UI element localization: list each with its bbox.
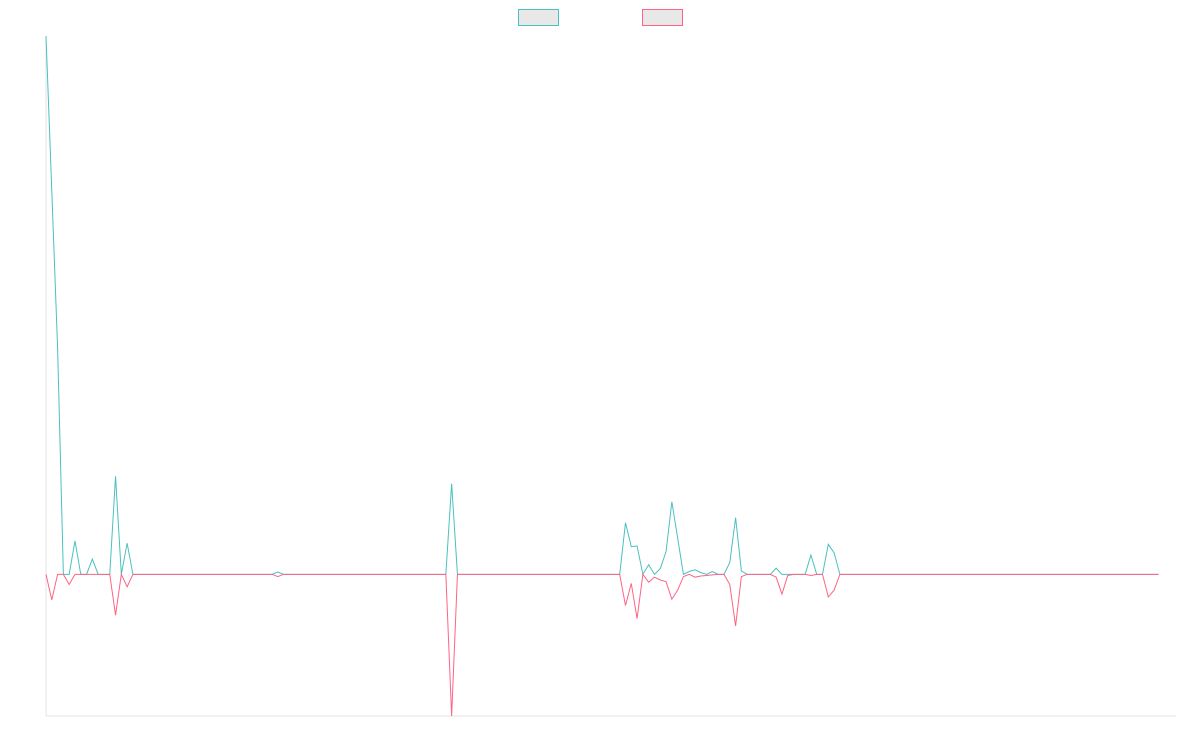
series-line-1 [45, 35, 1159, 576]
legend-swatch-2[interactable] [642, 9, 683, 26]
legend-swatch-1[interactable] [518, 9, 559, 26]
legend[interactable] [518, 9, 683, 26]
axes [45, 36, 1176, 717]
series-lines [45, 35, 1159, 717]
series-line-2 [45, 572, 1159, 717]
